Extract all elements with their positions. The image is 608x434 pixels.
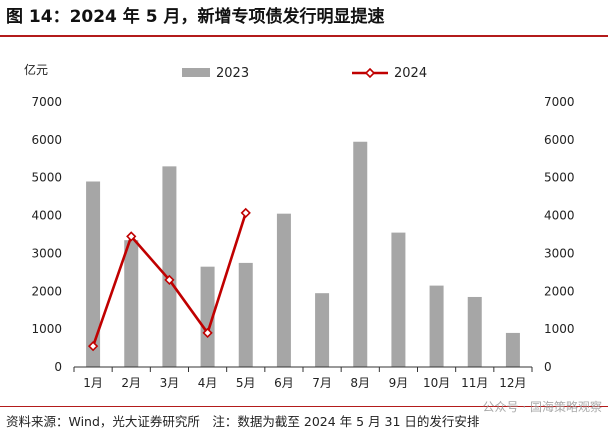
- bar-11月: [467, 296, 482, 367]
- y-tick-label-right: 4000: [544, 209, 575, 223]
- x-tick-label: 8月: [350, 376, 370, 390]
- bar-5月: [238, 262, 253, 367]
- legend-label-2024: 2024: [394, 66, 427, 81]
- bar-6月: [276, 213, 291, 367]
- point-2月: [126, 231, 137, 242]
- point-1月: [87, 341, 99, 352]
- bar-1月: [86, 181, 101, 367]
- y-axis-unit-label: 亿元: [24, 62, 48, 77]
- y-tick-label-left: 3000: [31, 246, 62, 260]
- point-4月: [202, 327, 213, 339]
- bar-10月: [429, 285, 444, 367]
- watermark: 公众号 · 国海策略观察: [482, 400, 602, 414]
- x-tick-label: 10月: [423, 376, 450, 390]
- x-tick-label: 1月: [83, 376, 103, 390]
- footer-divider: [0, 406, 608, 407]
- axes: 1月 2月 3月 4月 5月 6月 7月 8月 9月 10月 11月 12月 0 1000 2000 3000…: [31, 95, 574, 390]
- bar-series-2023: [86, 141, 520, 367]
- title-divider: [0, 35, 608, 37]
- x-tick-label: 12月: [499, 376, 526, 390]
- y-tick-label-left: 6000: [31, 133, 62, 147]
- y-tick-label-right: 2000: [544, 284, 575, 298]
- y-tick-label-left: 4000: [31, 209, 62, 223]
- y-tick-label-right: 1000: [544, 322, 575, 336]
- y-tick-label-left: 7000: [31, 95, 62, 109]
- bar-7月: [315, 293, 330, 367]
- y-tick-label-right: 5000: [544, 171, 575, 185]
- legend-swatch-2023: [182, 68, 210, 77]
- legend: 2023 2024: [182, 66, 427, 81]
- y-tick-label-right: 7000: [544, 95, 575, 109]
- x-tick-label: 11月: [461, 376, 488, 390]
- y-tick-label-right: 0: [544, 360, 552, 374]
- bar-9月: [391, 232, 406, 367]
- y-tick-label-left: 5000: [31, 171, 62, 185]
- figure-title: 图 14：2024 年 5 月，新增专项债发行明显提速: [6, 7, 385, 27]
- x-tick-label: 2月: [121, 376, 141, 390]
- x-tick-label: 6月: [274, 376, 294, 390]
- legend-marker-2024: [364, 67, 376, 79]
- y-tick-label-left: 1000: [31, 322, 62, 336]
- y-tick-label-right: 6000: [544, 133, 575, 147]
- x-tick-label: 5月: [236, 376, 256, 390]
- point-5月: [240, 207, 251, 219]
- x-tick-label: 4月: [198, 376, 218, 390]
- bar-3月: [162, 166, 177, 367]
- x-tick-label: 7月: [312, 376, 332, 390]
- point-3月: [164, 274, 175, 286]
- combo-chart: 亿元 2023 2024 1月 2月 3月 4月 5月 6月 7月 8月 9月 10月 11月 12月 0…: [24, 62, 575, 390]
- x-tick-label: 3月: [160, 376, 180, 390]
- bar-12月: [505, 332, 520, 367]
- y-tick-label-right: 3000: [544, 246, 575, 260]
- bar-2月: [124, 240, 139, 367]
- bar-8月: [353, 141, 368, 367]
- line-series-2024: [87, 207, 251, 352]
- y-tick-label-left: 2000: [31, 284, 62, 298]
- y-tick-label-left: 0: [54, 360, 62, 374]
- source-note: 资料来源：Wind，光大证券研究所 注：数据为截至 2024 年 5 月 31 …: [6, 414, 480, 429]
- legend-label-2023: 2023: [216, 66, 249, 81]
- bar-4月: [200, 266, 215, 367]
- x-tick-label: 9月: [389, 376, 409, 390]
